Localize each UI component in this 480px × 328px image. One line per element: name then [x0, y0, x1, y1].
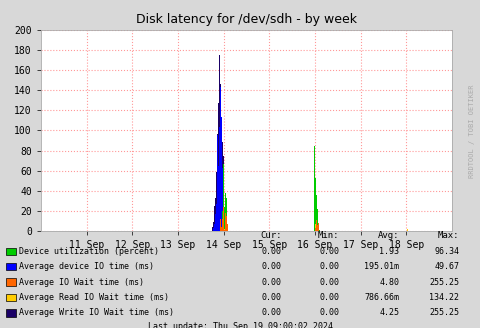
Text: 49.67: 49.67	[433, 262, 458, 271]
Text: 0.00: 0.00	[318, 262, 338, 271]
Text: 4.80: 4.80	[378, 277, 398, 287]
Text: 4.25: 4.25	[378, 308, 398, 318]
Text: 0.00: 0.00	[261, 308, 281, 318]
Text: Min:: Min:	[317, 231, 338, 240]
Text: Device utilization (percent): Device utilization (percent)	[19, 247, 159, 256]
Text: 96.34: 96.34	[433, 247, 458, 256]
Text: 134.22: 134.22	[429, 293, 458, 302]
Text: Average Write IO Wait time (ms): Average Write IO Wait time (ms)	[19, 308, 174, 318]
Text: 0.00: 0.00	[261, 293, 281, 302]
Text: 0.00: 0.00	[318, 293, 338, 302]
Text: 255.25: 255.25	[429, 308, 458, 318]
Text: 0.00: 0.00	[261, 277, 281, 287]
Text: Last update: Thu Sep 19 09:00:02 2024: Last update: Thu Sep 19 09:00:02 2024	[148, 322, 332, 328]
Text: Average Read IO Wait time (ms): Average Read IO Wait time (ms)	[19, 293, 169, 302]
Text: Cur:: Cur:	[259, 231, 281, 240]
Text: Max:: Max:	[437, 231, 458, 240]
Text: Average IO Wait time (ms): Average IO Wait time (ms)	[19, 277, 144, 287]
Text: 0.00: 0.00	[261, 262, 281, 271]
Text: 0.00: 0.00	[318, 277, 338, 287]
Text: 1.93: 1.93	[378, 247, 398, 256]
Text: 195.01m: 195.01m	[363, 262, 398, 271]
Title: Disk latency for /dev/sdh - by week: Disk latency for /dev/sdh - by week	[136, 12, 356, 26]
Text: RRDTOOL / TOBI OETIKER: RRDTOOL / TOBI OETIKER	[468, 84, 474, 178]
Text: Average device IO time (ms): Average device IO time (ms)	[19, 262, 154, 271]
Text: 786.66m: 786.66m	[363, 293, 398, 302]
Text: Avg:: Avg:	[377, 231, 398, 240]
Text: 255.25: 255.25	[429, 277, 458, 287]
Text: 0.00: 0.00	[261, 247, 281, 256]
Text: 0.00: 0.00	[318, 247, 338, 256]
Text: 0.00: 0.00	[318, 308, 338, 318]
